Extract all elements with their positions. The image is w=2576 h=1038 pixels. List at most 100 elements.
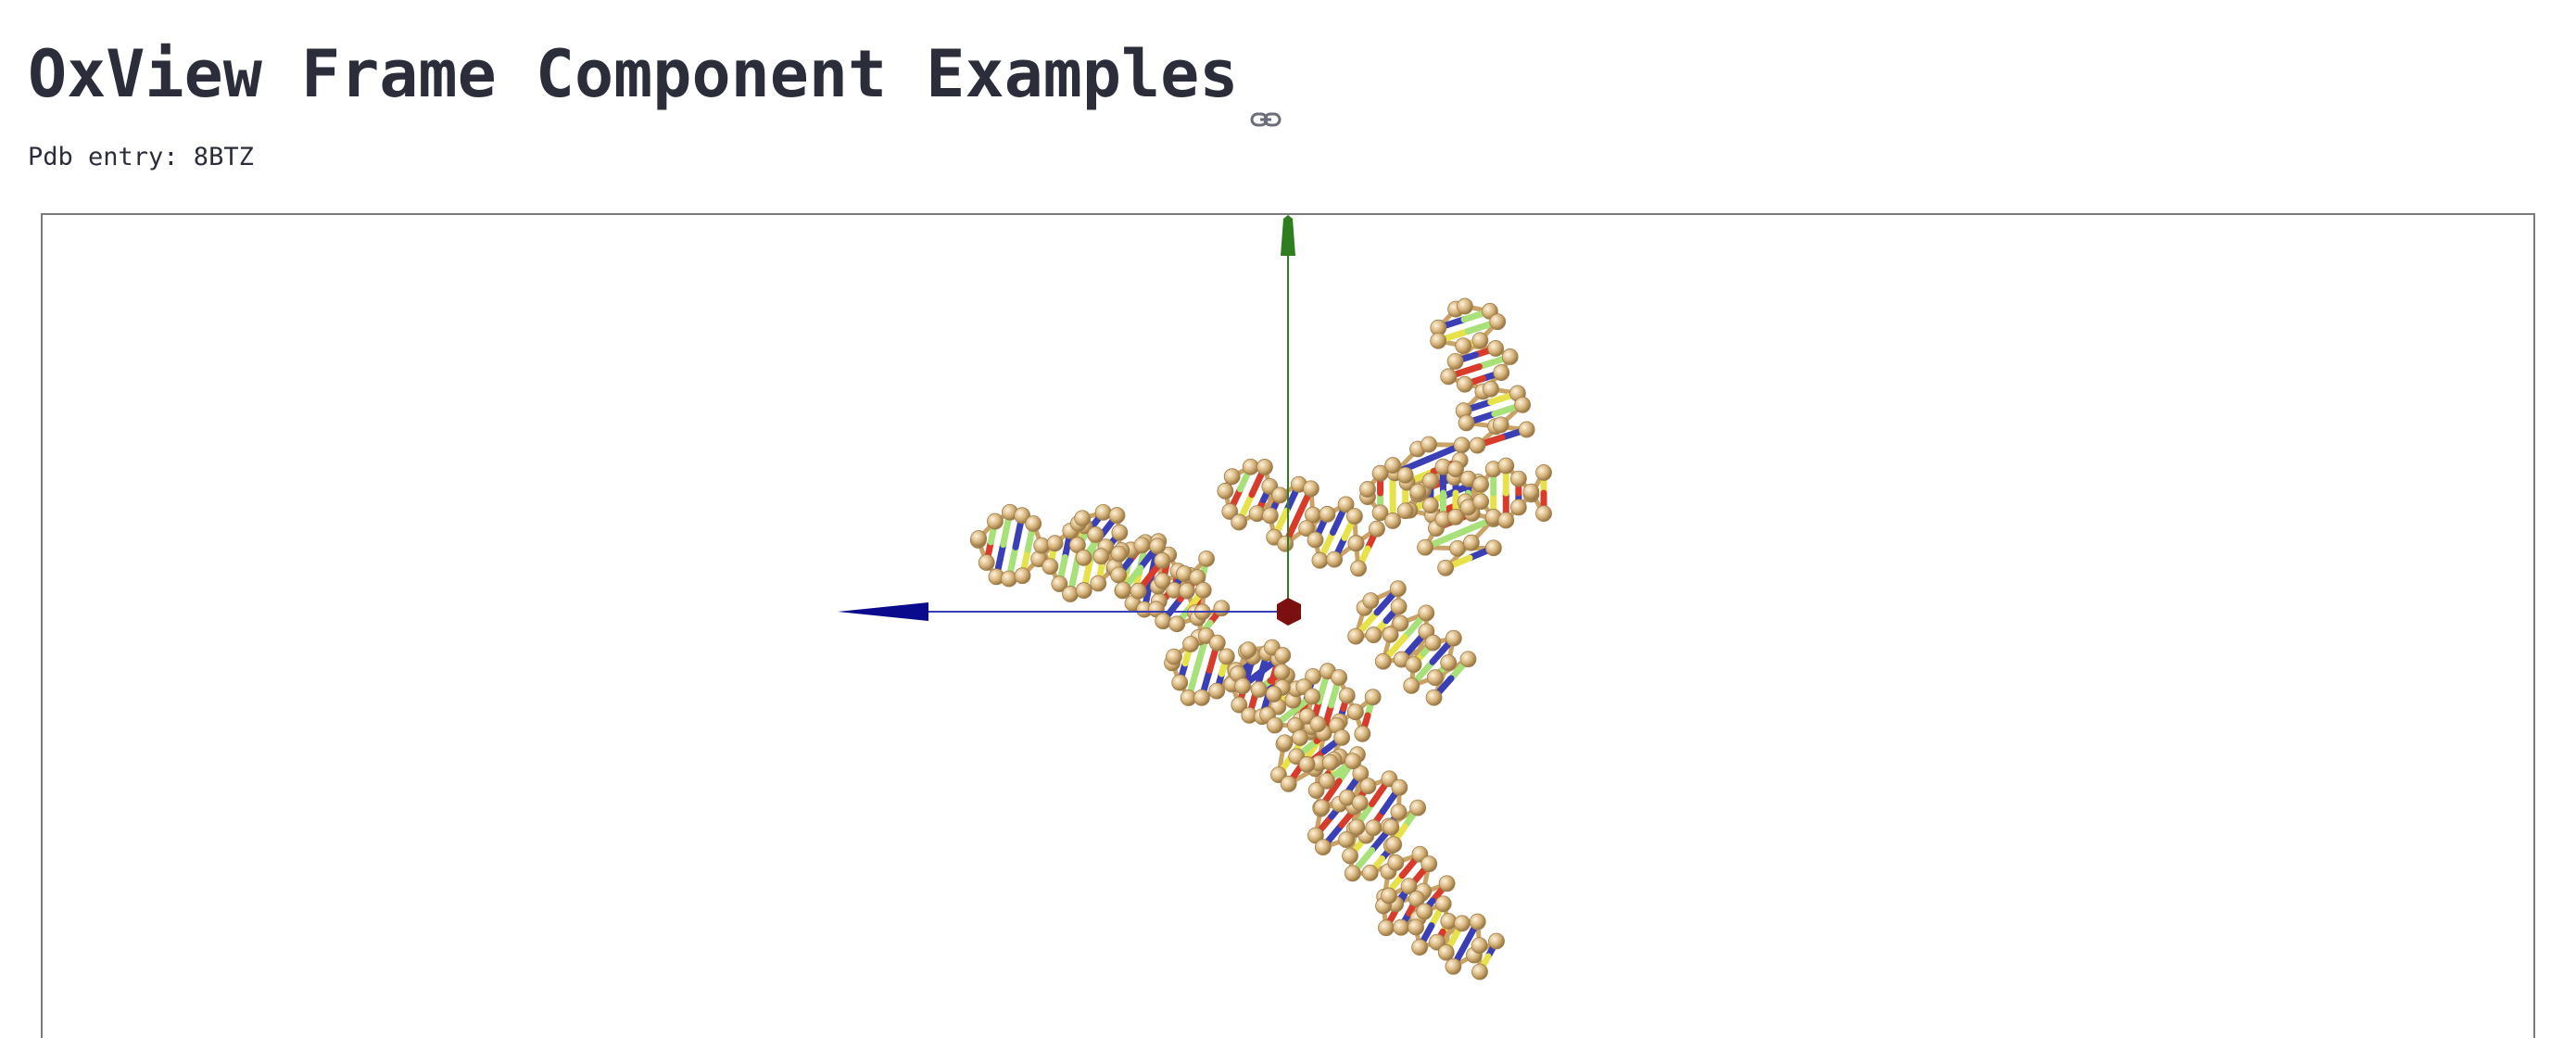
- backbone-site: [1364, 689, 1382, 706]
- backbone-site: [1484, 539, 1502, 557]
- backbone-site: [1369, 520, 1385, 538]
- backbone-site: [1347, 627, 1365, 645]
- backbone-site: [1110, 566, 1128, 584]
- backbone-site: [1391, 778, 1408, 796]
- backbone-site: [1416, 903, 1433, 920]
- backbone-site: [1535, 505, 1552, 522]
- backbone-site: [1346, 703, 1364, 721]
- backbone-site: [1535, 464, 1552, 481]
- backbone-site: [1437, 943, 1455, 961]
- backbone-site: [1454, 915, 1471, 932]
- backbone-site: [1198, 550, 1215, 567]
- backbone-site: [1440, 654, 1458, 671]
- backbone-site: [1168, 615, 1186, 633]
- backbone-site: [1447, 508, 1464, 525]
- backbone-site: [1417, 538, 1434, 556]
- backbone-site: [1345, 753, 1361, 770]
- y-axis-arrowhead: [1281, 215, 1295, 256]
- backbone-site: [1483, 380, 1499, 398]
- backbone-site: [1453, 437, 1471, 454]
- backbone-site: [1338, 831, 1355, 848]
- backbone-site: [1042, 558, 1059, 576]
- backbone-site: [1051, 576, 1068, 592]
- backbone-site: [1194, 581, 1212, 599]
- backbone-site: [1130, 582, 1147, 600]
- backbone-site: [1311, 551, 1329, 569]
- link-icon[interactable]: [1249, 65, 1282, 127]
- dna-origami-structure[interactable]: [969, 297, 1552, 981]
- backbone-site: [1514, 396, 1532, 413]
- backbone-site: [1352, 765, 1370, 782]
- backbone-site: [1280, 775, 1297, 792]
- oxview-frame[interactable]: [41, 213, 2535, 1038]
- backbone-site: [1314, 839, 1332, 856]
- backbone-site: [1321, 753, 1339, 771]
- backbone-site: [1497, 457, 1515, 475]
- backbone-site: [1389, 580, 1407, 598]
- backbone-site: [1075, 549, 1092, 566]
- backbone-site: [1149, 538, 1167, 555]
- backbone-site: [978, 554, 995, 571]
- backbone-site: [1234, 677, 1251, 695]
- backbone-site: [970, 530, 988, 547]
- backbone-site: [1405, 656, 1422, 674]
- backbone-site: [1492, 416, 1509, 434]
- backbone-site: [1522, 483, 1540, 500]
- backbone-site: [1179, 582, 1195, 600]
- backbone-site: [1347, 535, 1365, 552]
- backbone-site: [1493, 364, 1510, 381]
- backbone-site: [1331, 669, 1348, 686]
- backbone-site: [1469, 437, 1486, 454]
- backbone-site: [1213, 600, 1231, 617]
- backbone-site: [1338, 687, 1356, 704]
- backbone-site: [987, 513, 1004, 530]
- backbone-site: [1426, 669, 1444, 687]
- backbone-site: [1155, 613, 1172, 630]
- backbone-site: [1133, 537, 1151, 554]
- backbone-site: [1307, 531, 1324, 549]
- backbone-site: [1384, 513, 1402, 529]
- backbone-site: [1108, 507, 1126, 524]
- backbone-site: [1362, 592, 1380, 610]
- backbone-site: [1217, 482, 1234, 500]
- backbone-site: [1193, 689, 1210, 706]
- backbone-site: [1403, 677, 1421, 694]
- oxview-3d-scene[interactable]: [43, 215, 2535, 1038]
- backbone-site: [1208, 634, 1226, 652]
- backbone-site: [1518, 421, 1535, 438]
- backbone-site: [1400, 878, 1418, 895]
- backbone-site: [1390, 804, 1408, 821]
- backbone-site: [1313, 799, 1331, 816]
- backbone-site: [1445, 957, 1462, 975]
- backbone-site: [1440, 368, 1458, 386]
- backbone-site: [1337, 496, 1355, 513]
- backbone-site: [1090, 575, 1107, 592]
- backbone-site: [1392, 614, 1409, 632]
- backbone-site: [1265, 685, 1282, 703]
- backbone-site: [1309, 715, 1327, 733]
- backbone-site: [1437, 559, 1455, 576]
- backbone-site: [1277, 535, 1294, 552]
- backbone-site: [1421, 497, 1439, 514]
- axis-helper: [838, 215, 1301, 626]
- backbone-site: [1446, 353, 1464, 370]
- backbone-site: [1273, 664, 1291, 680]
- backbone-site: [1462, 534, 1480, 551]
- backbone-site: [1342, 847, 1358, 865]
- backbone-site: [1359, 481, 1376, 498]
- backbone-site: [1292, 729, 1308, 746]
- backbone-site: [1501, 348, 1519, 365]
- backbone-site: [1396, 502, 1414, 520]
- backbone-site: [1408, 891, 1425, 907]
- backbone-site: [1182, 636, 1199, 652]
- backbone-site: [1319, 772, 1335, 790]
- backbone-site: [1408, 918, 1424, 936]
- backbone-site: [1374, 652, 1392, 670]
- backbone-site: [1393, 918, 1409, 936]
- backbone-site: [1171, 674, 1189, 691]
- backbone-site: [1302, 480, 1320, 498]
- backbone-site: [1115, 581, 1131, 599]
- backbone-site: [1396, 466, 1414, 484]
- backbone-site: [1365, 819, 1383, 837]
- backbone-site: [1456, 297, 1473, 315]
